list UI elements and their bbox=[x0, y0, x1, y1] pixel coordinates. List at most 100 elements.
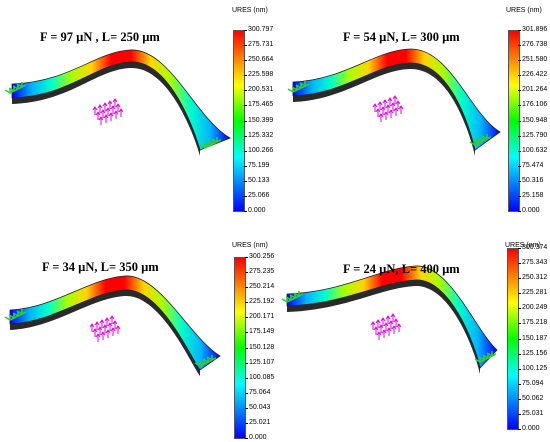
applied-force-arrows bbox=[92, 98, 124, 125]
deformed-beam-plot bbox=[4, 49, 231, 156]
deformed-beam-plot bbox=[4, 275, 221, 376]
colorbar-tick-label: 150.948 bbox=[522, 116, 548, 124]
fixed-support-right bbox=[474, 351, 497, 363]
colorbar-tick-label: 300.256 bbox=[249, 253, 275, 260]
fixed-support-right bbox=[199, 137, 222, 149]
colorbar-tick-mark bbox=[244, 30, 247, 31]
applied-force-arrows bbox=[370, 313, 402, 340]
force-arrow bbox=[95, 333, 101, 342]
force-arrow bbox=[107, 322, 113, 331]
colorbar-tick-mark bbox=[518, 45, 521, 47]
force-arrow bbox=[110, 105, 116, 114]
force-arrow bbox=[392, 95, 398, 104]
force-arrow bbox=[375, 108, 381, 117]
colorbar-tick-label: 225.598 bbox=[248, 71, 274, 79]
force-arrow bbox=[373, 326, 379, 335]
colorbar-unit-label: URES (nm) bbox=[506, 7, 542, 14]
force-arrow bbox=[105, 107, 111, 116]
colorbar-tick-label: 275.343 bbox=[522, 259, 548, 267]
force-arrow bbox=[383, 111, 389, 120]
simulation-panel-4: F = 24 µN, L= 400 µm URES (nm) 300.374 27… bbox=[275, 220, 550, 440]
colorbar-tick-mark bbox=[518, 413, 521, 415]
force-arrow bbox=[115, 325, 121, 334]
force-arrow bbox=[386, 327, 392, 336]
colorbar-tick-mark bbox=[245, 362, 248, 364]
applied-force-arrows bbox=[89, 315, 121, 342]
force-arrow bbox=[378, 113, 384, 122]
colorbar-tick-label: 250.214 bbox=[249, 283, 275, 291]
colorbar-tick-label: 125.156 bbox=[522, 349, 548, 357]
beam-top-surface bbox=[286, 265, 498, 369]
force-arrow bbox=[380, 317, 386, 326]
colorbar-tick-mark bbox=[518, 338, 521, 340]
colorbar-tick-label: 25.021 bbox=[249, 418, 271, 426]
colorbar-tick-label: 75.064 bbox=[249, 388, 271, 396]
force-arrow bbox=[115, 103, 121, 112]
colorbar-tick-mark bbox=[518, 90, 521, 92]
colorbar-tick-label: 275.235 bbox=[249, 268, 275, 276]
colorbar-tick-label: 150.399 bbox=[248, 116, 274, 124]
colorbar-tick-label: 175.149 bbox=[249, 328, 275, 336]
colorbar-tick-mark bbox=[518, 195, 521, 197]
colorbar-tick-mark bbox=[245, 422, 248, 424]
force-arrow bbox=[92, 106, 98, 115]
colorbar-tick-label: 125.332 bbox=[248, 131, 274, 139]
force-arrow bbox=[107, 100, 113, 109]
force-arrow bbox=[372, 103, 378, 112]
support-glyph bbox=[16, 82, 27, 88]
force-arrow bbox=[398, 105, 404, 114]
force-arrow bbox=[113, 110, 119, 119]
colorbar-tick-label: 0.000 bbox=[522, 207, 540, 214]
force-arrow bbox=[102, 324, 108, 333]
force-arrow bbox=[118, 108, 124, 117]
support-glyph bbox=[16, 309, 27, 315]
fixed-support-left bbox=[4, 309, 27, 321]
force-arrow bbox=[100, 109, 106, 118]
colorbar-tick-mark bbox=[518, 278, 521, 280]
force-arrow bbox=[97, 104, 103, 113]
colorbar-tick-mark bbox=[244, 135, 247, 137]
colorbar-tick-label: 50.062 bbox=[522, 394, 544, 402]
force-arrow bbox=[104, 317, 110, 326]
colorbar-tick-mark bbox=[518, 211, 521, 212]
force-arrow bbox=[380, 106, 386, 115]
colorbar-tick-label: 100.125 bbox=[522, 364, 548, 372]
colorbar-tick-label: 301.896 bbox=[522, 26, 548, 33]
force-arrow bbox=[382, 99, 388, 108]
colorbar-tick-label: 150.187 bbox=[522, 334, 548, 342]
colorbar-tick-mark bbox=[518, 353, 521, 355]
colorbar-tick-label: 226.422 bbox=[522, 71, 548, 79]
force-arrow bbox=[98, 116, 104, 125]
force-arrow bbox=[376, 331, 382, 340]
support-glyph bbox=[481, 134, 492, 140]
force-arrow bbox=[393, 318, 399, 327]
colorbar-tick-mark bbox=[518, 60, 521, 62]
support-glyph bbox=[486, 351, 497, 357]
simulation-panel-1: F = 97 µN , L= 250 µm URES (nm) 300.797 2… bbox=[0, 0, 275, 220]
colorbar-unit-label: URES (nm) bbox=[232, 242, 268, 249]
colorbar-tick-mark bbox=[518, 263, 521, 265]
colorbar-tick-label: 75.474 bbox=[522, 161, 544, 169]
colorbar-tick-label: 0.000 bbox=[522, 425, 540, 432]
force-arrow bbox=[102, 102, 108, 111]
force-arrow bbox=[112, 98, 118, 107]
colorbar-tick-label: 25.066 bbox=[248, 191, 270, 199]
deformed-beam-plot bbox=[281, 265, 498, 374]
colorbar-tick-mark bbox=[244, 211, 247, 212]
colorbar-tick-label: 25.031 bbox=[522, 409, 544, 417]
colorbar-unit-label: URES (nm) bbox=[232, 7, 268, 14]
colorbar-tick-label: 250.312 bbox=[522, 274, 548, 282]
colorbar-tick-label: 75.199 bbox=[248, 161, 270, 169]
colorbar-tick-label: 300.797 bbox=[248, 26, 274, 33]
colorbar-tick-mark bbox=[244, 90, 247, 92]
colorbar-tick-mark bbox=[518, 105, 521, 107]
force-arrow bbox=[385, 315, 391, 324]
force-arrow bbox=[387, 97, 393, 106]
colorbar-tick-mark bbox=[518, 323, 521, 325]
force-arrow bbox=[89, 323, 95, 332]
colorbar-tick-label: 175.218 bbox=[522, 319, 548, 327]
support-glyph bbox=[211, 137, 222, 143]
colorbar-tick-mark bbox=[244, 120, 247, 122]
colorbar-tick-mark bbox=[518, 135, 521, 137]
force-arrow bbox=[95, 111, 101, 120]
